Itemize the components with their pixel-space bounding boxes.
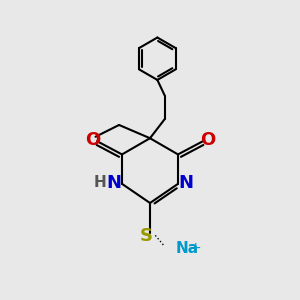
- Text: N: N: [106, 174, 121, 192]
- Text: +: +: [190, 241, 202, 255]
- Text: S: S: [140, 227, 153, 245]
- Text: N: N: [179, 174, 194, 192]
- Text: O: O: [85, 131, 100, 149]
- Text: H: H: [94, 175, 106, 190]
- Text: Na: Na: [176, 241, 199, 256]
- Text: O: O: [200, 131, 215, 149]
